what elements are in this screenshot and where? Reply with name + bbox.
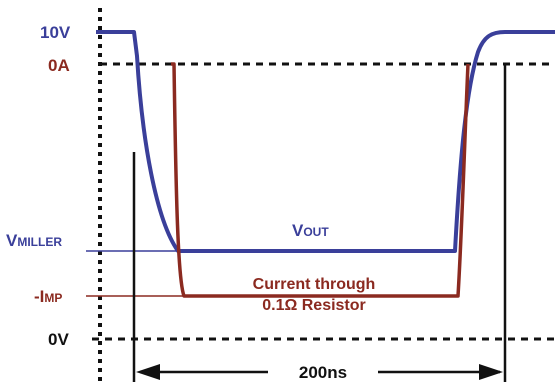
label-vout-main: V — [292, 221, 304, 240]
label-imp: -IMP — [34, 287, 62, 306]
label-0a: 0A — [48, 56, 70, 75]
current-label-line1: Current through — [253, 276, 376, 293]
label-10v: 10V — [40, 23, 71, 42]
label-vmiller-sub: MILLER — [17, 235, 62, 249]
vout-trace — [96, 30, 555, 253]
label-imp-main: -I — [34, 287, 44, 306]
label-imp-sub: MP — [44, 291, 62, 305]
current-label-line2: 0.1Ω Resistor — [262, 297, 366, 314]
label-0v: 0V — [48, 330, 69, 349]
label-vmiller-main: V — [6, 231, 18, 250]
label-vout-sub: OUT — [303, 225, 329, 239]
arrowhead-left — [136, 364, 160, 380]
label-vout: VOUT — [292, 221, 329, 240]
arrowhead-right — [479, 364, 503, 380]
duration-label: 200ns — [299, 363, 347, 382]
current-trace — [171, 62, 470, 298]
label-vmiller: VMILLER — [6, 231, 62, 250]
